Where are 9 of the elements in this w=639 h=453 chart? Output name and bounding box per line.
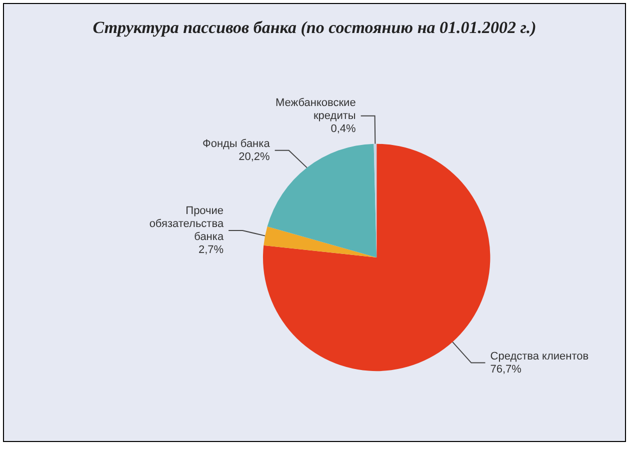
- chart-title: Структура пассивов банка (по состоянию на 01.01.2002 г.): [92, 18, 536, 37]
- slice-label: Фонды банка: [202, 138, 271, 150]
- data-label: 2,7%: [198, 244, 224, 256]
- slice-label: Межбанковские кредиты: [275, 96, 356, 122]
- slice-label: Прочие обязательства банка: [149, 204, 224, 243]
- data-label: 0,4%: [330, 122, 356, 135]
- slice-label: Средства клиентов: [490, 350, 589, 362]
- data-label: 20,2%: [238, 150, 270, 163]
- data-label: 76,7%: [490, 363, 522, 376]
